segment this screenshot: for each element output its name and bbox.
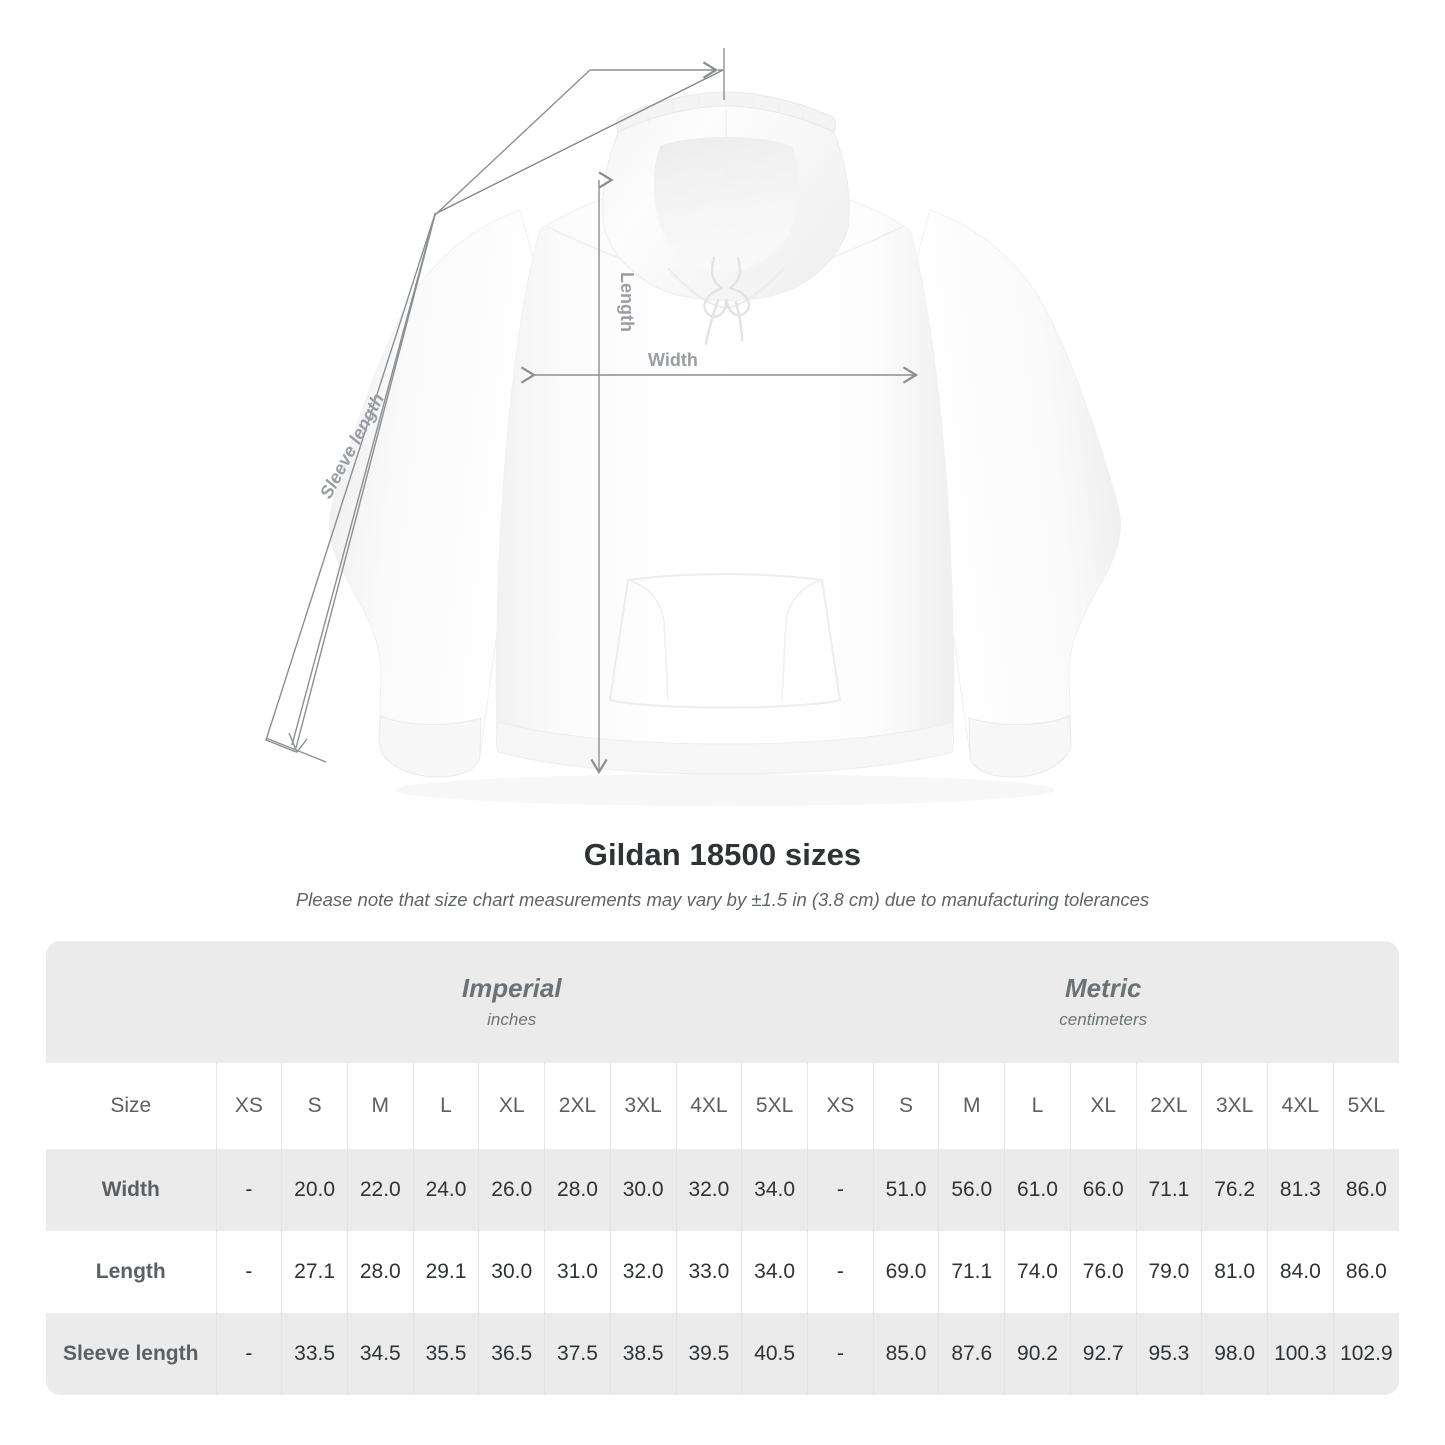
size-header-imperial-l: L <box>412 1062 479 1149</box>
unit-spacer-cell <box>46 940 216 1063</box>
cell-width-metric-3: 61.0 <box>1004 1148 1071 1231</box>
cell-sleeve-metric-0: - <box>806 1312 874 1395</box>
cell-width-metric-4: 66.0 <box>1069 1148 1137 1231</box>
cell-sleeve-metric-8: 102.9 <box>1332 1312 1399 1395</box>
unit-metric-cell: Metric centimeters <box>807 940 1399 1063</box>
cell-length-imperial-6: 32.0 <box>609 1230 677 1313</box>
cell-length-metric-4: 76.0 <box>1069 1230 1137 1313</box>
size-header-imperial-m: M <box>346 1062 414 1149</box>
cell-length-metric-2: 71.1 <box>938 1230 1005 1313</box>
unit-imperial-cell: Imperial inches <box>216 940 808 1063</box>
cell-sleeve-metric-2: 87.6 <box>938 1312 1005 1395</box>
size-header-metric-3xl: 3XL <box>1201 1062 1268 1149</box>
cell-sleeve-imperial-2: 34.5 <box>346 1312 414 1395</box>
cell-width-metric-2: 56.0 <box>938 1148 1005 1231</box>
cell-width-imperial-0: - <box>215 1148 282 1231</box>
size-header-metric-5xl: 5XL <box>1332 1062 1399 1149</box>
table-row: Length - 27.1 28.0 29.1 30.0 31.0 32.0 3… <box>46 1230 1399 1313</box>
size-header-metric-xl: XL <box>1069 1062 1137 1149</box>
table-row: Width - 20.0 22.0 24.0 26.0 28.0 30.0 32… <box>46 1148 1399 1231</box>
size-header-metric-s: S <box>872 1062 939 1149</box>
size-header-imperial-4xl: 4XL <box>675 1062 742 1149</box>
table-row: Sleeve length - 33.5 34.5 35.5 36.5 37.5… <box>46 1312 1399 1395</box>
cell-length-imperial-5: 31.0 <box>544 1230 611 1313</box>
cell-width-metric-1: 51.0 <box>872 1148 939 1231</box>
size-header-row: Size XS S M L XL 2XL 3XL 4XL 5XL XS S M … <box>46 1062 1399 1149</box>
size-header-imperial-xs: XS <box>215 1062 282 1149</box>
size-header-metric-xs: XS <box>806 1062 874 1149</box>
cell-length-metric-0: - <box>806 1230 874 1313</box>
width-label: Width <box>648 350 698 370</box>
length-label: Length <box>617 272 637 332</box>
title-block: Gildan 18500 sizes Please note that size… <box>0 836 1445 911</box>
size-header-metric-l: L <box>1004 1062 1071 1149</box>
cell-sleeve-metric-1: 85.0 <box>872 1312 939 1395</box>
cell-length-imperial-2: 28.0 <box>346 1230 414 1313</box>
size-header-imperial-2xl: 2XL <box>544 1062 611 1149</box>
cell-width-metric-7: 81.3 <box>1267 1148 1334 1231</box>
size-header-label: Size <box>46 1062 216 1149</box>
cell-length-imperial-1: 27.1 <box>281 1230 348 1313</box>
cell-width-metric-5: 71.1 <box>1135 1148 1202 1231</box>
size-header-imperial-5xl: 5XL <box>741 1062 808 1149</box>
cell-sleeve-imperial-0: - <box>215 1312 282 1395</box>
unit-metric-sub: centimeters <box>1059 1010 1148 1030</box>
cell-length-metric-1: 69.0 <box>872 1230 939 1313</box>
cell-length-metric-7: 84.0 <box>1267 1230 1334 1313</box>
cell-sleeve-metric-7: 100.3 <box>1267 1312 1334 1395</box>
cell-length-metric-6: 81.0 <box>1201 1230 1268 1313</box>
cell-width-imperial-4: 26.0 <box>478 1148 545 1231</box>
cell-sleeve-imperial-6: 38.5 <box>609 1312 677 1395</box>
cell-length-metric-8: 86.0 <box>1332 1230 1399 1313</box>
size-header-imperial-s: S <box>281 1062 348 1149</box>
size-header-metric-m: M <box>938 1062 1005 1149</box>
cell-length-imperial-7: 33.0 <box>675 1230 742 1313</box>
cell-width-imperial-6: 30.0 <box>609 1148 677 1231</box>
size-chart-table: Imperial inches Metric centimeters Size … <box>46 940 1399 1395</box>
cell-width-metric-6: 76.2 <box>1201 1148 1268 1231</box>
unit-system-row: Imperial inches Metric centimeters <box>46 940 1399 1063</box>
cell-length-imperial-3: 29.1 <box>412 1230 479 1313</box>
size-chart-table-wrap: Imperial inches Metric centimeters Size … <box>46 940 1399 1395</box>
size-header-metric-2xl: 2XL <box>1135 1062 1202 1149</box>
cell-length-metric-5: 79.0 <box>1135 1230 1202 1313</box>
cell-length-imperial-0: - <box>215 1230 282 1313</box>
measurement-lines <box>265 48 919 775</box>
cell-sleeve-imperial-5: 37.5 <box>544 1312 611 1395</box>
unit-imperial-sub: inches <box>487 1010 537 1030</box>
cell-width-imperial-3: 24.0 <box>412 1148 479 1231</box>
row-label-width: Width <box>46 1148 216 1231</box>
cell-length-metric-3: 74.0 <box>1004 1230 1071 1313</box>
tolerance-note: Please note that size chart measurements… <box>295 888 1150 910</box>
cell-width-imperial-1: 20.0 <box>281 1148 348 1231</box>
cell-width-imperial-7: 32.0 <box>675 1148 742 1231</box>
unit-metric-name: Metric <box>1064 972 1142 1003</box>
cell-sleeve-imperial-7: 39.5 <box>675 1312 742 1395</box>
cell-length-imperial-8: 34.0 <box>741 1230 808 1313</box>
cell-width-imperial-8: 34.0 <box>741 1148 808 1231</box>
cell-sleeve-imperial-1: 33.5 <box>281 1312 348 1395</box>
page-title: Gildan 18500 sizes <box>583 837 862 872</box>
cell-sleeve-metric-3: 90.2 <box>1004 1312 1071 1395</box>
hoodie-garment <box>329 91 1121 806</box>
size-header-metric-4xl: 4XL <box>1267 1062 1334 1149</box>
cell-sleeve-imperial-4: 36.5 <box>478 1312 545 1395</box>
cell-sleeve-metric-6: 98.0 <box>1201 1312 1268 1395</box>
hoodie-illustration: Length Width Sleeve length <box>265 48 1121 806</box>
cell-sleeve-metric-5: 95.3 <box>1135 1312 1202 1395</box>
cell-sleeve-imperial-3: 35.5 <box>412 1312 479 1395</box>
cell-sleeve-imperial-8: 40.5 <box>741 1312 808 1395</box>
cell-width-imperial-2: 22.0 <box>346 1148 414 1231</box>
cell-sleeve-metric-4: 92.7 <box>1069 1312 1137 1395</box>
row-label-sleeve-length: Sleeve length <box>46 1312 216 1395</box>
unit-imperial-name: Imperial <box>461 972 562 1003</box>
cell-width-metric-0: - <box>806 1148 874 1231</box>
row-label-length: Length <box>46 1230 216 1313</box>
size-header-imperial-xl: XL <box>478 1062 545 1149</box>
cell-width-imperial-5: 28.0 <box>544 1148 611 1231</box>
sleeve-path <box>291 69 724 746</box>
cell-width-metric-8: 86.0 <box>1332 1148 1399 1231</box>
cell-length-imperial-4: 30.0 <box>478 1230 545 1313</box>
size-header-imperial-3xl: 3XL <box>609 1062 677 1149</box>
